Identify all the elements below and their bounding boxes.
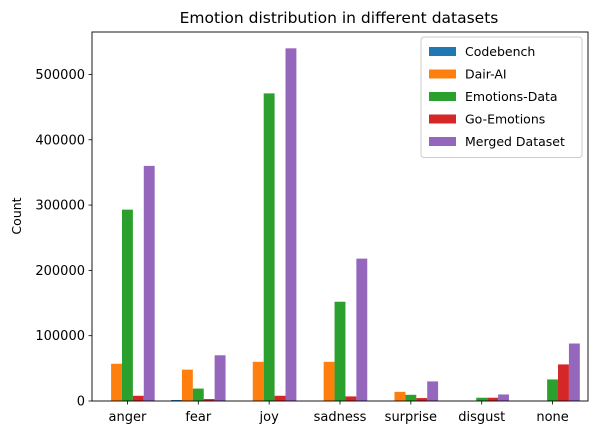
bar-emotions-data-fear (192, 388, 204, 401)
bar-go-emotions-sadness (345, 396, 357, 401)
x-tick-label-fear: fear (185, 410, 212, 425)
x-tick-label-none: none (536, 410, 568, 425)
bar-merged-dataset-sadness (356, 258, 368, 401)
legend-swatch-go-emotions (429, 114, 456, 124)
legend-label-dair-ai: Dair-AI (465, 67, 507, 82)
x-axis-ticks: anger fear joy sadness surprise disgust none (109, 401, 569, 425)
bar-go-emotions-disgust (487, 397, 499, 401)
x-tick-label-joy: joy (259, 410, 280, 425)
legend-label-emotions-data: Emotions-Data (465, 89, 558, 104)
bar-go-emotions-surprise (416, 398, 428, 401)
bar-dair-ai-anger (111, 363, 122, 401)
bar-merged-dataset-disgust (498, 394, 509, 401)
x-tick-label-disgust: disgust (458, 410, 505, 425)
bar-merged-dataset-none (568, 343, 580, 401)
y-tick-label-200000: 200000 (35, 264, 85, 279)
x-tick-label-anger: anger (109, 410, 147, 425)
legend: Codebench Dair-AI Emotions-Data Go-Emotions… (420, 36, 583, 158)
bar-emotions-data-sadness (334, 301, 346, 401)
legend-swatch-emotions-data (429, 92, 456, 101)
bar-merged-dataset-fear (214, 355, 226, 401)
bar-dair-ai-sadness (323, 361, 335, 401)
bar-merged-dataset-surprise (427, 381, 439, 401)
y-tick-label-500000: 500000 (35, 68, 85, 83)
bar-merged-dataset-joy (285, 48, 297, 402)
y-axis-label: Count (9, 197, 24, 234)
bar-merged-dataset-anger (143, 165, 155, 401)
bar-go-emotions-joy (274, 395, 286, 401)
y-tick-label-0: 0 (77, 395, 85, 410)
x-tick-label-sadness: sadness (314, 410, 367, 425)
legend-swatch-merged-dataset (429, 137, 456, 146)
bar-codebench-fear (171, 400, 182, 401)
y-tick-label-300000: 300000 (35, 199, 85, 214)
bar-go-emotions-fear (203, 399, 215, 401)
bar-emotions-data-none (547, 379, 559, 401)
bar-emotions-data-disgust (476, 397, 488, 401)
legend-label-merged-dataset: Merged Dataset (465, 134, 565, 149)
chart-title: Emotion distribution in different datase… (180, 9, 499, 27)
plot-frame (91, 31, 589, 402)
bar-go-emotions-anger (132, 395, 144, 401)
bar-emotions-data-anger (121, 209, 133, 401)
legend-swatch-codebench (429, 47, 456, 56)
legend-box (420, 36, 583, 158)
legend-label-go-emotions: Go-Emotions (465, 112, 545, 127)
legend-swatch-dair-ai (429, 69, 456, 79)
bar-go-emotions-none (558, 364, 569, 401)
x-tick-label-surprise: surprise (385, 410, 437, 425)
bar-dair-ai-surprise (394, 391, 406, 401)
y-tick-label-100000: 100000 (35, 329, 85, 344)
bar-dair-ai-fear (181, 369, 193, 401)
bars-group (111, 48, 580, 402)
y-tick-label-400000: 400000 (35, 133, 85, 148)
legend-label-codebench: Codebench (465, 44, 535, 59)
bar-emotions-data-surprise (405, 394, 417, 401)
bar-dair-ai-joy (252, 361, 264, 401)
y-axis-ticks: 0 100000 200000 300000 400000 500000 (35, 68, 92, 410)
bar-emotions-data-joy (263, 93, 275, 402)
